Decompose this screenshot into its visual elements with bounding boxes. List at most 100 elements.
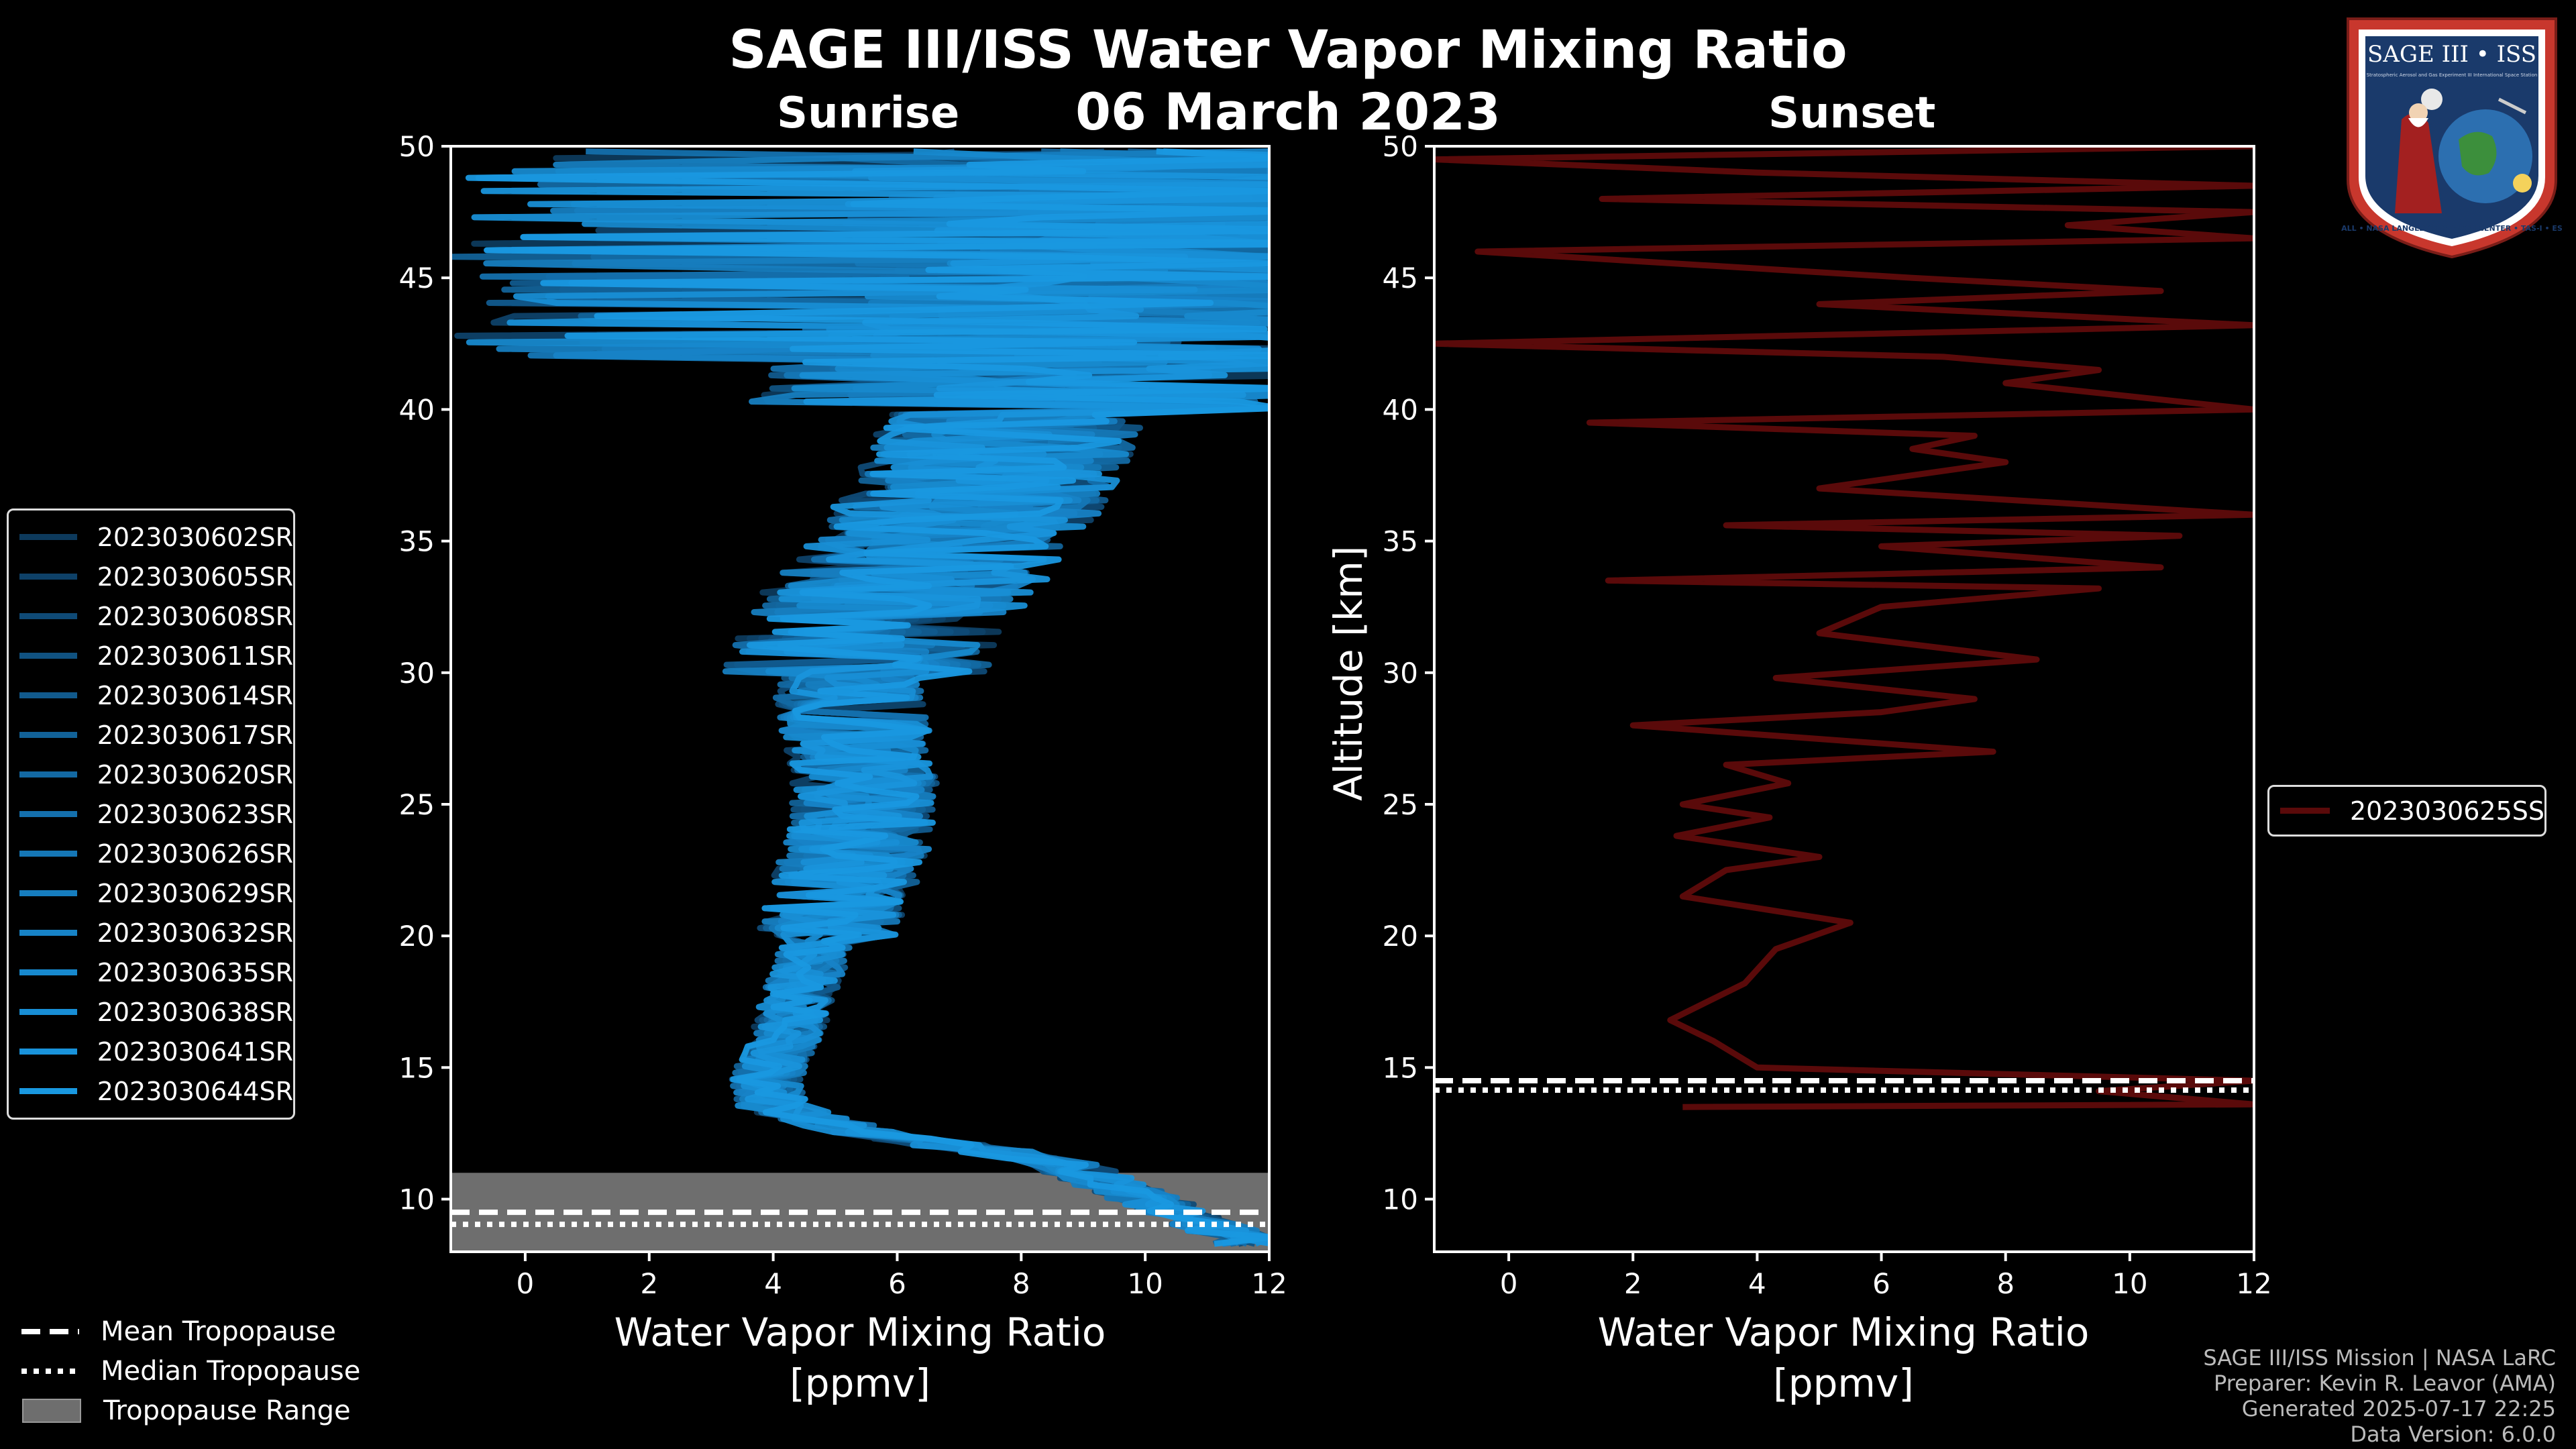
legend-item: 2023030611SR [9, 636, 293, 676]
legend-mean: Mean Tropopause [20, 1311, 360, 1351]
range-swatch [22, 1398, 81, 1423]
legend-median-label: Median Tropopause [101, 1355, 361, 1387]
y-tick-label: 45 [399, 262, 435, 294]
legend-label: 2023030617SR [97, 720, 293, 750]
x-axis-label-line1: Water Vapor Mixing Ratio [1597, 1309, 2090, 1355]
legend-item: 2023030608SR [9, 596, 293, 636]
legend-item: 2023030638SR [9, 992, 293, 1032]
x-tick-label: 6 [888, 1267, 906, 1300]
legend-swatch [19, 851, 77, 857]
y-tick-label: 10 [1383, 1183, 1418, 1216]
y-tick-label: 20 [399, 920, 435, 953]
legend-label: 2023030638SR [97, 997, 293, 1027]
legend-swatch [19, 732, 77, 738]
y-tick-label: 30 [1383, 657, 1418, 690]
series-line-2023030641SR [480, 148, 1269, 1247]
tropopause-legend: Mean Tropopause Median Tropopause Tropop… [20, 1311, 360, 1430]
plot-frame [449, 145, 1271, 1253]
x-tick-label: 8 [1996, 1267, 2015, 1300]
x-tick-label: 2 [1624, 1267, 1642, 1300]
logo-ring: BALL • NASA LANGLEY RESEARCH CENTER • TA… [2341, 224, 2563, 233]
y-tick-label: 40 [399, 393, 435, 426]
legend-label: 2023030602SR [97, 522, 293, 552]
x-axis-label-sunset: Water Vapor Mixing Ratio [ppmv] [1434, 1307, 2253, 1409]
legend-swatch [19, 1049, 77, 1055]
series-line-2023030625SS [1434, 146, 2254, 1110]
sunrise-subtitle: Sunrise [777, 89, 960, 138]
legend-swatch [19, 930, 77, 936]
legend-label: 2023030635SR [97, 957, 293, 987]
x-tick-label: 8 [1012, 1267, 1030, 1300]
legend-label: 2023030608SR [97, 601, 293, 631]
credits-generated: Generated 2025-07-17 22:25 [2241, 1396, 2556, 1421]
legend-label: 2023030623SR [97, 799, 293, 829]
legend-label: 2023030625SS [2349, 796, 2544, 826]
x-tick-label: 4 [764, 1267, 782, 1300]
sunrise-panel: 10 15 20 25 30 35 40 45 50 0 2 4 6 8 10 12 [399, 130, 1287, 1300]
legend-item: 2023030629SR [9, 873, 293, 913]
legend-label: 2023030620SR [97, 759, 293, 790]
legend-item: 2023030605SR [9, 557, 293, 596]
legend-swatch [19, 1009, 77, 1015]
legend-item: 2023030641SR [9, 1032, 293, 1071]
legend-swatch [19, 692, 77, 698]
legend-item: 2023030632SR [9, 913, 293, 953]
credits-mission: SAGE III/ISS Mission | NASA LaRC [2203, 1345, 2556, 1371]
legend-swatch [19, 811, 77, 817]
legend-label: 2023030641SR [97, 1036, 293, 1067]
y-tick-label: 40 [1383, 393, 1418, 426]
sunset-subtitle: Sunset [1768, 89, 1936, 138]
legend-item: 2023030623SR [9, 794, 293, 834]
legend-item: 2023030625SS [2269, 791, 2544, 830]
dashed-line-icon [21, 1328, 79, 1334]
legend-item: 2023030617SR [9, 715, 293, 755]
legend-mean-label: Mean Tropopause [101, 1316, 336, 1347]
legend-range: Tropopause Range [20, 1391, 360, 1430]
plot-area [1434, 146, 2254, 1110]
y-tick-label: 35 [1383, 525, 1418, 558]
x-tick-label: 10 [2112, 1267, 2147, 1300]
credits-preparer: Preparer: Kevin R. Leavor (AMA) [2213, 1371, 2556, 1396]
legend-label: 2023030626SR [97, 839, 293, 869]
x-axis-label-line1: Water Vapor Mixing Ratio [614, 1309, 1106, 1355]
x-axis-label-line2: [ppmv] [790, 1360, 930, 1406]
date-subtitle: 06 March 2023 [1075, 82, 1501, 142]
x-tick-label: 10 [1127, 1267, 1163, 1300]
legend-label: 2023030605SR [97, 561, 293, 592]
logo-title: SAGE III • ISS [2367, 41, 2536, 68]
legend-swatch [19, 1088, 77, 1094]
plot-area [451, 148, 1269, 1247]
y-tick-label: 15 [399, 1051, 435, 1084]
y-tick-label: 30 [399, 657, 435, 690]
sage-iii-iss-logo: SAGE III • ISS Stratospheric Aerosol and… [2341, 17, 2563, 259]
y-tick-label: 20 [1383, 920, 1418, 953]
y-tick-label: 50 [1383, 130, 1418, 163]
legend-swatch [19, 653, 77, 659]
x-axis-label-sunrise: Water Vapor Mixing Ratio [ppmv] [451, 1307, 1269, 1409]
dotted-line-icon [21, 1368, 79, 1374]
legend-label: 2023030614SR [97, 680, 293, 710]
sunrise-legend: 2023030602SR 2023030605SR 2023030608SR 2023… [7, 508, 295, 1120]
y-tick-label: 50 [399, 130, 435, 163]
legend-swatch [19, 771, 77, 777]
x-axis-label-line2: [ppmv] [1773, 1360, 1914, 1406]
x-tick-label: 12 [2236, 1267, 2271, 1300]
y-tick-label: 10 [399, 1183, 435, 1216]
chart-title: SAGE III/ISS Water Vapor Mixing Ratio [729, 20, 1847, 80]
legend-label: 2023030629SR [97, 878, 293, 908]
y-tick-label: 25 [1383, 788, 1418, 821]
x-tick-label: 0 [517, 1267, 535, 1300]
y-tick-label: 25 [399, 788, 435, 821]
legend-item: 2023030620SR [9, 755, 293, 794]
series-line-2023030644SR [465, 148, 1269, 1247]
legend-swatch [19, 534, 77, 540]
legend-item: 2023030602SR [9, 517, 293, 557]
legend-swatch [19, 890, 77, 896]
credits: SAGE III/ISS Mission | NASA LaRC Prepare… [2203, 1345, 2556, 1447]
sunset-legend: 2023030625SS [2267, 785, 2546, 837]
legend-item: 2023030644SR [9, 1071, 293, 1111]
y-tick-label: 45 [1383, 262, 1418, 294]
logo-subtitle: Stratospheric Aerosol and Gas Experiment… [2367, 72, 2538, 78]
legend-item: 2023030626SR [9, 834, 293, 873]
legend-label: 2023030611SR [97, 641, 293, 671]
